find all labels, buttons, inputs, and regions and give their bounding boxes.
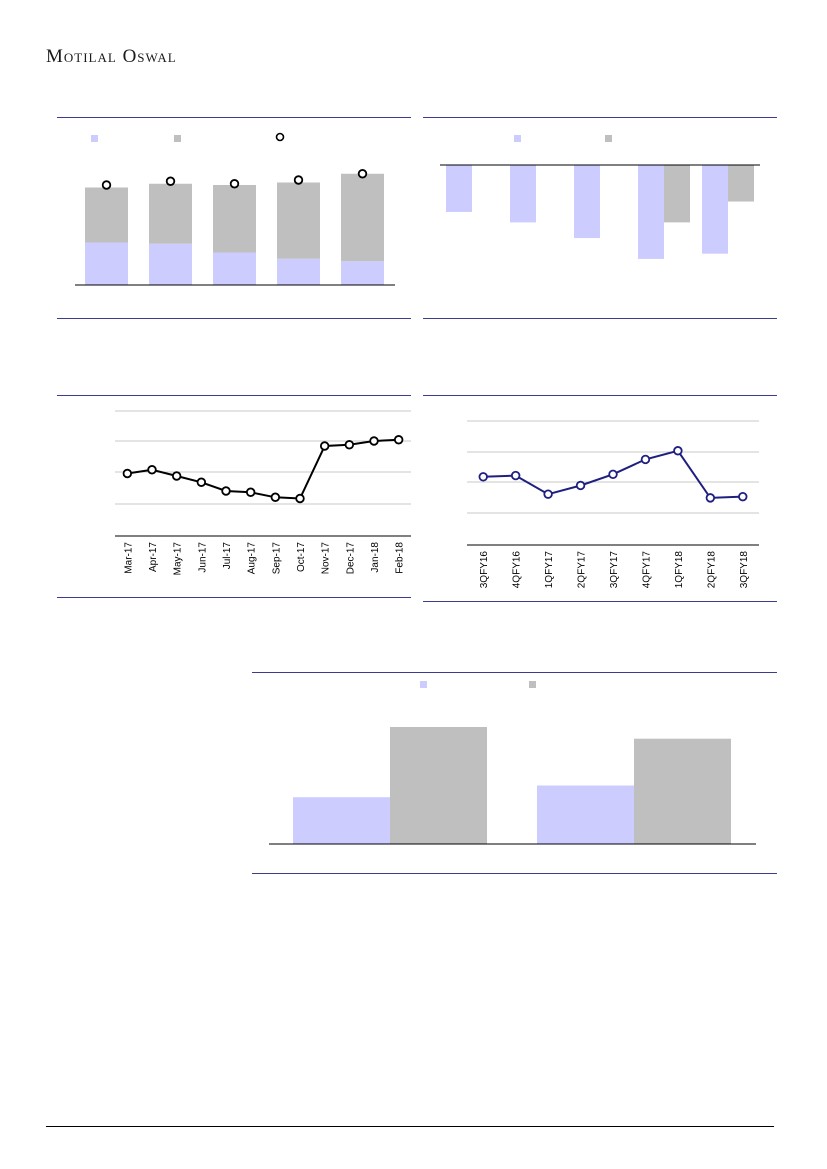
chart4-quarterly-line-chart: 3QFY16 4QFY16 1QFY17 2QFY17 3QFY17 4QFY17 1QFY…: [467, 420, 759, 589]
chart5-bottom-rule: [252, 873, 777, 874]
chart2-negative-bar-chart: [440, 135, 760, 259]
x-tick-label: 1QFY17: [544, 551, 555, 589]
bar-series2: [664, 165, 690, 223]
x-tick-label: 3QFY16: [479, 551, 490, 589]
x-tick-label: Mar-17: [123, 542, 134, 574]
data-point: [171, 471, 182, 481]
bar-series2: [634, 738, 731, 844]
data-point: [673, 446, 683, 456]
bar-series1: [537, 785, 634, 844]
bar-series1: [149, 243, 192, 285]
data-point: [510, 470, 521, 481]
bar-series2: [85, 187, 128, 243]
bar-series2: [390, 727, 487, 844]
chart3-monthly-line-chart: Mar-17 Apr-17 May-17 Jun-17 Jul-17 Aug-17 Sep-…: [115, 410, 411, 576]
bar-series2: [728, 165, 754, 202]
data-point: [344, 440, 355, 450]
bar-series1: [446, 165, 472, 212]
legend-marker-symbol: [275, 132, 285, 142]
data-point: [575, 480, 586, 491]
bar-series1: [277, 258, 320, 285]
marker-point: [229, 179, 240, 189]
motilal-oswal-logo: Motilal Oswal: [46, 46, 177, 67]
x-tick-label: 2QFY17: [577, 551, 588, 589]
data-point: [640, 454, 651, 465]
data-point: [147, 465, 157, 475]
x-tick-label: May-17: [173, 542, 184, 576]
bar-series1: [574, 165, 600, 239]
chart5-grouped-bar-chart: [269, 681, 756, 845]
chart5-top-rule: [252, 672, 777, 673]
marker-point: [165, 176, 176, 186]
x-tick-label: Sep-17: [271, 542, 282, 575]
data-point: [543, 489, 553, 499]
data-point: [738, 491, 748, 502]
data-point: [270, 492, 281, 502]
data-point: [196, 477, 207, 487]
bar-series1: [638, 165, 664, 259]
bar-series1: [85, 242, 128, 285]
legend-swatch-2: [605, 135, 612, 142]
data-point: [295, 493, 305, 504]
chart3-top-rule: [57, 395, 411, 396]
bar-series2: [213, 185, 256, 253]
legend-swatch-2: [529, 681, 536, 688]
chart3-bottom-rule: [57, 597, 411, 598]
legend-swatch-1: [91, 135, 98, 142]
x-tick-label: Jun-17: [197, 542, 208, 573]
x-tick-label: Feb-18: [395, 542, 406, 574]
legend-swatch-2: [174, 135, 181, 142]
chart1-stacked-bar-chart: [75, 132, 395, 286]
legend-swatch-1: [420, 681, 427, 688]
bar-series2: [341, 173, 384, 262]
x-tick-label: 4QFY16: [512, 551, 523, 589]
x-tick-label: 1QFY18: [674, 551, 685, 589]
footer-rule: [46, 1126, 774, 1127]
x-tick-label: Aug-17: [247, 542, 258, 575]
data-point: [478, 472, 488, 482]
x-tick-label: Dec-17: [345, 542, 356, 575]
chart4-bottom-rule: [423, 601, 777, 602]
x-tick-label: Jul-17: [222, 542, 233, 570]
x-tick-label: Jan-18: [370, 542, 381, 573]
bar-series2: [277, 182, 320, 259]
legend-swatch-1: [514, 135, 521, 142]
x-tick-label: 3QFY18: [739, 551, 750, 589]
x-tick-label: Nov-17: [321, 542, 332, 575]
x-tick-label: 2QFY18: [706, 551, 717, 589]
data-point: [369, 436, 379, 446]
chart1-top-rule: [57, 117, 411, 118]
bar-series1: [341, 261, 384, 285]
bar-series1: [510, 165, 536, 223]
marker-point: [293, 175, 304, 185]
chart2-bottom-rule: [423, 318, 777, 319]
bar-series1: [293, 797, 390, 844]
data-point: [122, 468, 133, 479]
chart1-bottom-rule: [57, 318, 411, 319]
x-tick-label: 4QFY17: [641, 551, 652, 589]
data-point: [221, 486, 231, 496]
bar-series2: [149, 183, 192, 244]
data-point: [319, 441, 330, 451]
data-point: [705, 493, 716, 503]
data-point: [608, 469, 618, 480]
marker-point: [357, 169, 368, 179]
x-tick-label: Apr-17: [148, 542, 159, 572]
chart2-top-rule: [423, 117, 777, 118]
bar-series1: [702, 165, 728, 254]
chart4-top-rule: [423, 395, 777, 396]
data-point: [245, 487, 256, 497]
x-tick-label: Oct-17: [296, 542, 307, 572]
series-line: [127, 438, 399, 500]
bar-series1: [213, 252, 256, 285]
data-point: [393, 435, 404, 445]
marker-point: [101, 180, 112, 190]
x-tick-label: 3QFY17: [609, 551, 620, 589]
